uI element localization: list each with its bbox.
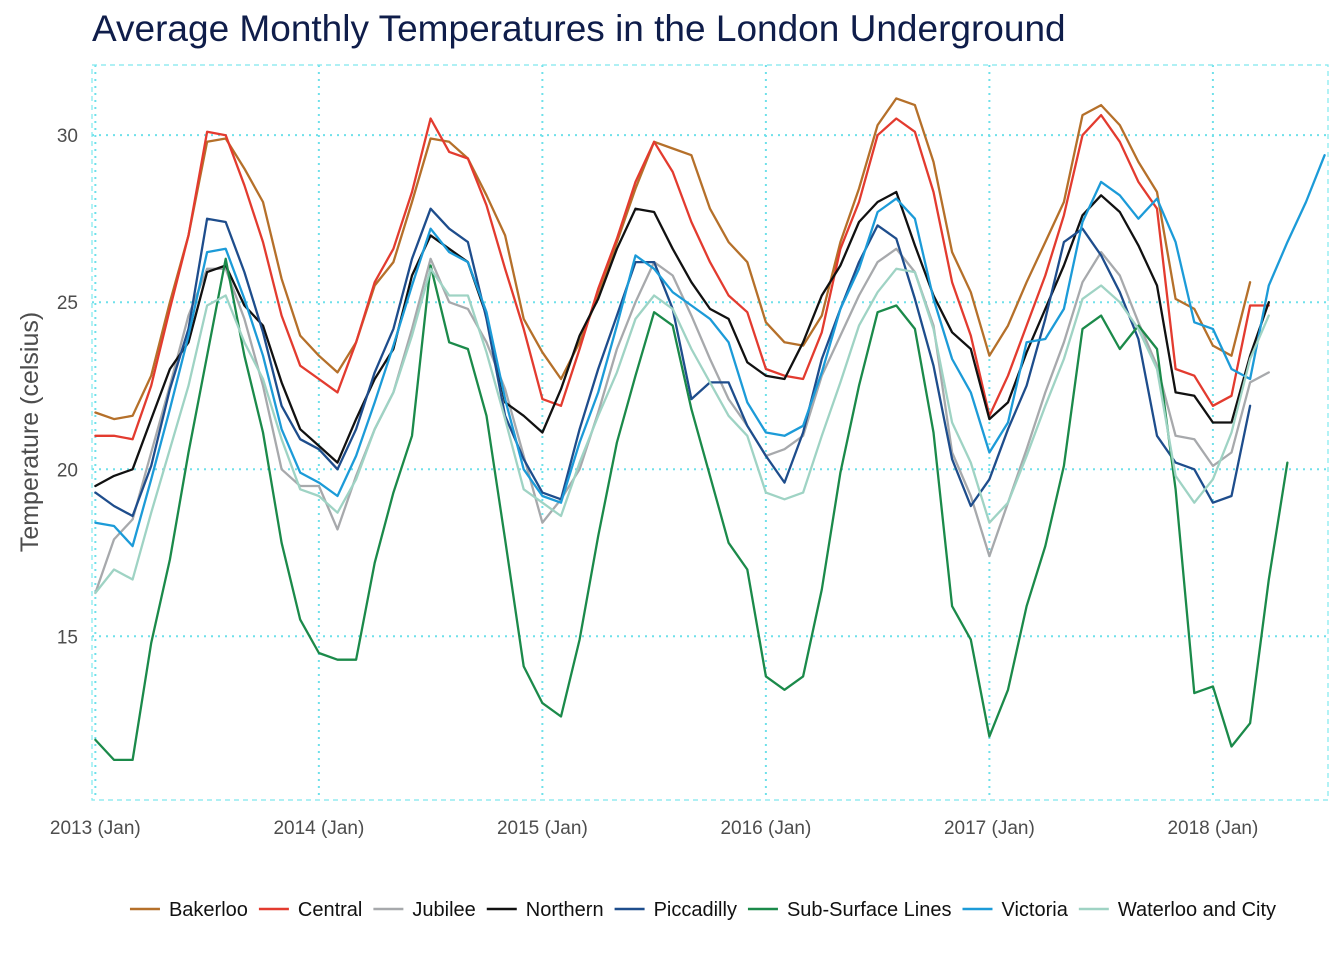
x-tick-label: 2016 (Jan): [720, 818, 811, 839]
x-tick-label: 2015 (Jan): [497, 818, 588, 839]
legend-label: Central: [298, 899, 362, 921]
series-line-victoria: [94, 154, 1326, 548]
legend-label: Jubilee: [412, 899, 475, 921]
legend-item: Jubilee: [373, 899, 476, 921]
series-line-bakerloo: [94, 97, 1252, 421]
y-tick-label: 25: [57, 293, 78, 314]
legend-item: Victoria: [962, 899, 1069, 921]
series-line-waterloo-and-city: [94, 267, 1270, 595]
series-line-jubilee: [94, 247, 1270, 595]
y-tick-label: 30: [57, 126, 78, 147]
y-axis-title: Temperature (celsius): [16, 312, 44, 552]
series-layer: [94, 97, 1326, 762]
legend-item: Central: [258, 899, 362, 921]
x-tick-label: 2013 (Jan): [50, 818, 141, 839]
legend-item: Piccadilly: [614, 899, 737, 921]
legend: Bakerloo Central Jubilee Northern Piccadilly…: [129, 899, 1276, 921]
legend-label: Bakerloo: [169, 899, 248, 921]
legend-item: Waterloo and City: [1078, 899, 1276, 921]
legend-label: Northern: [526, 899, 604, 921]
grid-layer: [92, 65, 1328, 800]
x-tick-label: 2014 (Jan): [273, 818, 364, 839]
legend-item: Northern: [486, 899, 604, 921]
y-tick-label: 15: [57, 627, 78, 648]
legend-item: Bakerloo: [129, 899, 248, 921]
legend-label: Victoria: [1001, 899, 1068, 921]
series-line-central: [94, 113, 1270, 441]
x-tick-label: 2017 (Jan): [944, 818, 1035, 839]
panel-border: [91, 64, 1329, 801]
x-tick-label: 2018 (Jan): [1167, 818, 1258, 839]
axis-layer: 15 20 25 30 2013 (Jan) 2014 (Jan) 2015 (Jan) 20…: [50, 126, 1258, 839]
legend-label: Sub-Surface Lines: [787, 899, 952, 921]
legend-label: Piccadilly: [654, 899, 737, 921]
y-tick-label: 20: [57, 460, 78, 481]
series-line-sub-surface-lines: [94, 257, 1289, 762]
legend-label: Waterloo and City: [1118, 899, 1276, 921]
series-line-northern: [94, 190, 1270, 488]
legend-item: Sub-Surface Lines: [747, 899, 952, 921]
chart-title: Average Monthly Temperatures in the Lond…: [92, 8, 1066, 49]
